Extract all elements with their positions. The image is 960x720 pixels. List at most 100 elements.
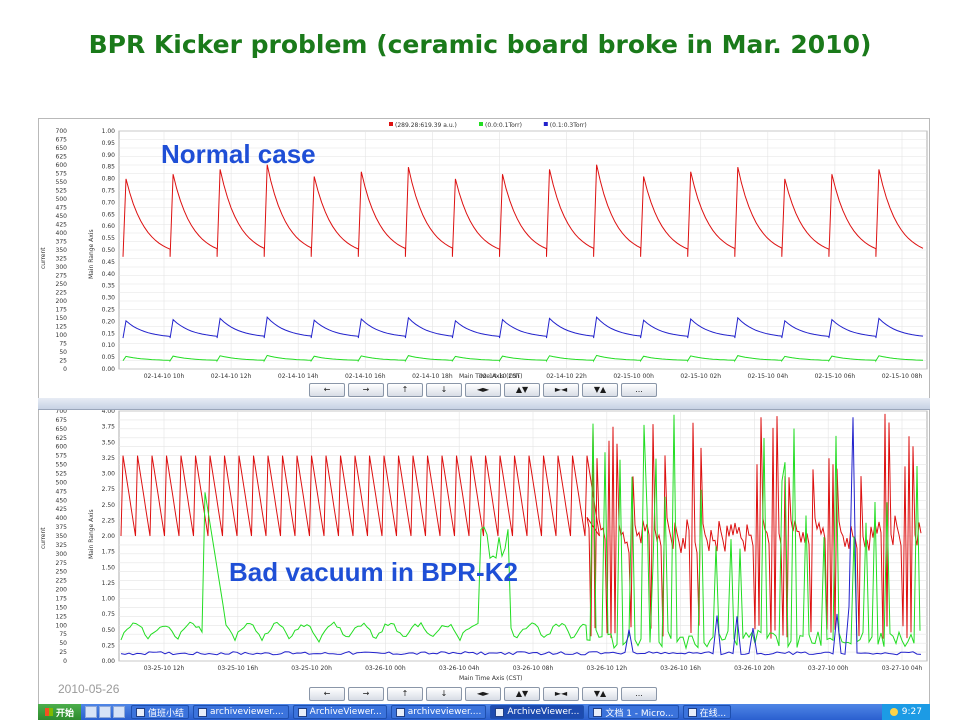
window-icon xyxy=(198,707,208,717)
x-tick-label: 03-25-10 16h xyxy=(218,665,259,672)
taskbar-window-label: 在线... xyxy=(699,708,727,719)
y-axis-title-right: Main Range Axis xyxy=(88,509,95,559)
y-left-tick-label: 300 xyxy=(56,551,68,558)
y-left-tick-label: 550 xyxy=(56,462,68,469)
y-right-tick-label: 0.15 xyxy=(102,330,116,337)
x-axis-title: Main Time Axis (CST) xyxy=(459,373,523,380)
y-left-tick-label: 125 xyxy=(56,613,68,620)
y-right-tick-label: 0.70 xyxy=(102,199,116,206)
taskbar-window-button[interactable]: ArchiveViewer... xyxy=(292,705,387,719)
chart-nav-button[interactable]: ← xyxy=(309,383,345,397)
taskbar-window-label: ArchiveViewer... xyxy=(507,707,580,717)
y-right-tick-label: 0.00 xyxy=(102,366,116,373)
x-tick-label: 02-14-10 10h xyxy=(144,373,185,380)
x-tick-label: 03-25-10 20h xyxy=(291,665,332,672)
y-left-tick-label: 475 xyxy=(56,488,68,495)
chart-nav-button[interactable]: ↑ xyxy=(387,383,423,397)
chart-nav-button[interactable]: ▲▼ xyxy=(504,383,540,397)
taskbar-window-label: 值班小结 xyxy=(148,708,185,719)
desktop-icon[interactable] xyxy=(113,706,126,718)
tray-status-icon[interactable] xyxy=(889,708,898,716)
chart-nav-button[interactable]: ↑ xyxy=(387,687,423,701)
y-left-tick-label: 475 xyxy=(56,205,68,212)
windows-logo-icon xyxy=(45,708,53,716)
chart-nav-button[interactable]: ◄► xyxy=(465,687,501,701)
y-right-tick-label: 0.00 xyxy=(102,658,116,665)
x-tick-label: 02-14-10 20h xyxy=(479,373,520,380)
taskbar-window-button[interactable]: ArchiveViewer... xyxy=(490,705,585,719)
y-left-tick-label: 675 xyxy=(56,137,68,144)
y-left-tick-label: 25 xyxy=(59,649,67,656)
chart-nav-button[interactable]: ↓ xyxy=(426,383,462,397)
y-left-tick-label: 350 xyxy=(56,247,68,254)
taskbar-window-label: archiveviewer.... xyxy=(407,707,482,717)
tray-clock: 9:27 xyxy=(901,707,922,717)
legend-swatch xyxy=(543,122,548,126)
y-left-tick-label: 650 xyxy=(56,426,68,433)
series-line xyxy=(120,414,921,651)
y-left-tick-label: 400 xyxy=(56,230,68,237)
y-right-tick-label: 0.25 xyxy=(102,642,116,649)
y-left-tick-label: 525 xyxy=(56,188,68,195)
chart-nav-button[interactable]: ... xyxy=(621,687,657,701)
y-left-tick-label: 400 xyxy=(56,515,68,522)
taskbar-window-button[interactable]: 值班小结 xyxy=(131,705,190,719)
normal-case-label: Normal case xyxy=(161,139,316,169)
y-right-tick-label: 1.00 xyxy=(102,596,116,603)
chart-nav-button[interactable]: → xyxy=(348,687,384,701)
start-button[interactable]: 开始 xyxy=(38,704,82,720)
chart-nav-button[interactable]: ↓ xyxy=(426,687,462,701)
chart-nav-button[interactable]: ▲▼ xyxy=(504,687,540,701)
y-left-tick-label: 700 xyxy=(56,128,68,135)
y-left-tick-label: 675 xyxy=(56,417,68,424)
legend-entry: (289.28:619.39 a.u.) xyxy=(395,122,457,129)
y-right-tick-label: 1.50 xyxy=(102,564,116,571)
chart-navigation-toolbar: ← → ↑ ↓ ◄► ▲▼ ►◄ ▼▲... xyxy=(309,687,657,701)
y-left-tick-label: 625 xyxy=(56,154,68,161)
series-line xyxy=(120,413,922,639)
chart-nav-button[interactable]: ... xyxy=(621,383,657,397)
taskbar-window-button[interactable]: archiveviewer.... xyxy=(193,705,289,719)
chart-nav-button[interactable]: ►◄ xyxy=(543,687,579,701)
qq-icon[interactable] xyxy=(99,706,112,718)
y-left-tick-label: 575 xyxy=(56,453,68,460)
y-left-tick-label: 0 xyxy=(63,366,67,373)
y-right-tick-label: 0.50 xyxy=(102,247,116,254)
chart-nav-button[interactable]: ►◄ xyxy=(543,383,579,397)
chart-nav-button[interactable]: ◄► xyxy=(465,383,501,397)
taskbar-window-button[interactable]: archiveviewer.... xyxy=(390,705,487,719)
chart-nav-button[interactable]: ▼▲ xyxy=(582,687,618,701)
y-left-tick-label: 450 xyxy=(56,497,68,504)
taskbar-window-button[interactable]: 在线... xyxy=(682,705,732,719)
y-right-tick-label: 0.75 xyxy=(102,611,116,618)
y-right-tick-label: 4.00 xyxy=(102,408,116,415)
bad-vacuum-label: Bad vacuum in BPR-K2 xyxy=(229,557,518,587)
ie-icon[interactable] xyxy=(85,706,98,718)
chart-nav-button[interactable]: → xyxy=(348,383,384,397)
taskbar-window-label: archiveviewer.... xyxy=(210,707,284,717)
y-left-tick-label: 275 xyxy=(56,560,68,567)
chart-nav-button[interactable]: ← xyxy=(309,687,345,701)
y-right-tick-label: 0.90 xyxy=(102,152,116,159)
y-right-tick-label: 0.45 xyxy=(102,259,116,266)
x-tick-label: 02-15-10 02h xyxy=(680,373,721,380)
y-right-tick-label: 0.30 xyxy=(102,295,116,302)
chart-nav-button[interactable]: ▼▲ xyxy=(582,383,618,397)
y-right-tick-label: 3.50 xyxy=(102,439,116,446)
taskbar-window-button[interactable]: 文档 1 - Micro... xyxy=(588,705,679,719)
y-left-tick-label: 700 xyxy=(56,408,68,415)
overlapping-window-taskbar xyxy=(38,398,930,410)
y-right-tick-label: 0.85 xyxy=(102,164,116,171)
y-left-tick-label: 225 xyxy=(56,578,68,585)
quick-launch-bar xyxy=(81,706,129,718)
y-left-tick-label: 525 xyxy=(56,471,68,478)
x-tick-label: 02-14-10 22h xyxy=(546,373,587,380)
x-tick-label: 03-26-10 08h xyxy=(513,665,554,672)
system-tray: 9:27 xyxy=(881,704,930,720)
chart-normal-case: 7006756506256005755505255004754504254003… xyxy=(40,122,928,380)
y-left-tick-label: 425 xyxy=(56,222,68,229)
y-right-tick-label: 3.25 xyxy=(102,455,116,462)
x-tick-label: 02-14-10 16h xyxy=(345,373,386,380)
x-tick-label: 02-15-10 00h xyxy=(613,373,654,380)
legend-swatch xyxy=(479,122,483,126)
